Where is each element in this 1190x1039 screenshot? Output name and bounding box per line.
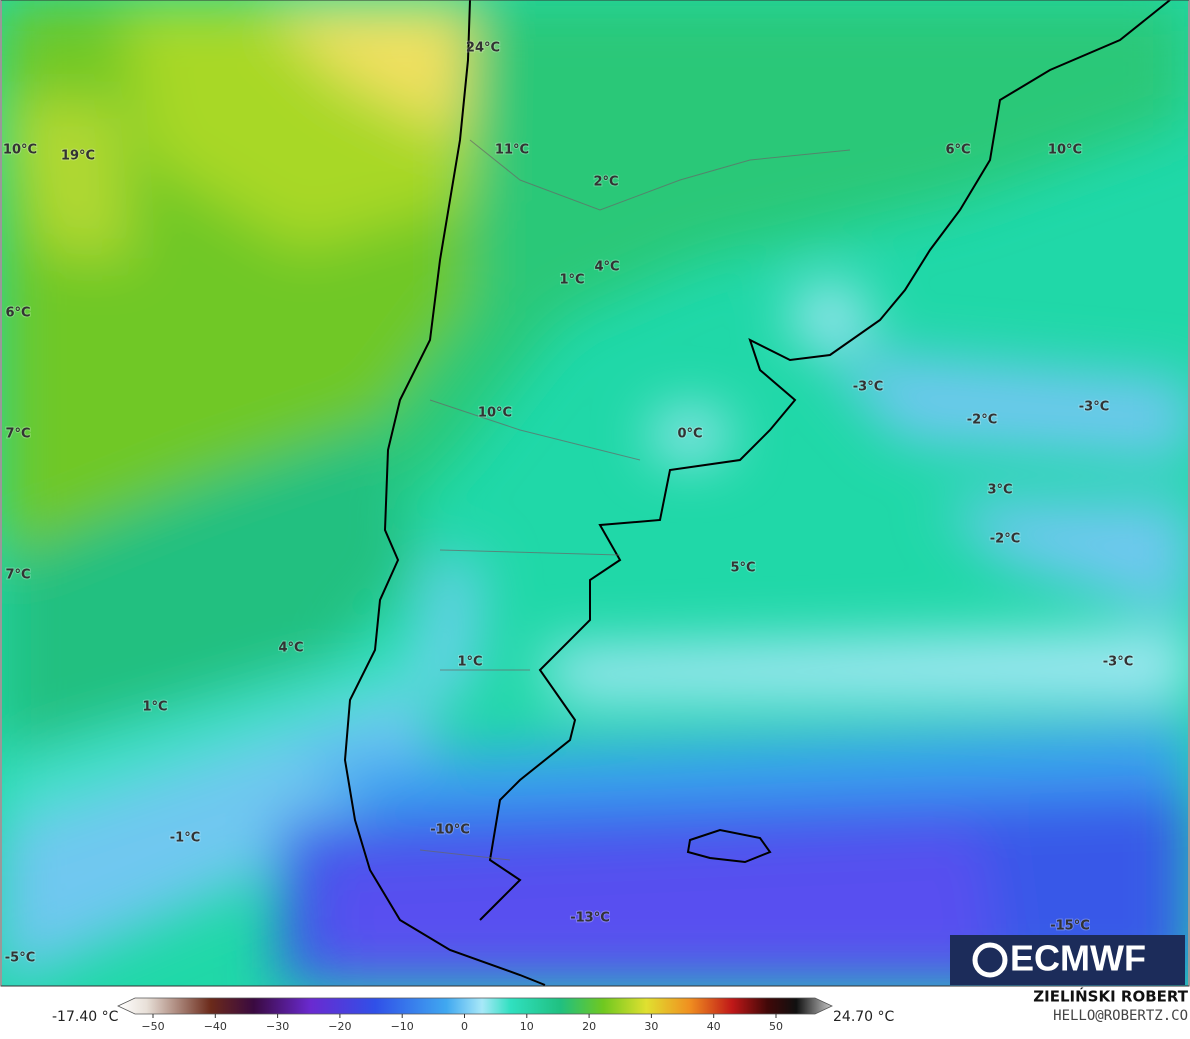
logo-text: ECMWF — [1010, 938, 1146, 979]
temperature-label: -3°C — [1103, 655, 1133, 670]
colorbar-min: -17.40 °C — [52, 1009, 119, 1025]
logo-icon — [972, 942, 1008, 978]
temperature-label: 7°C — [5, 427, 30, 442]
temperature-label: 1°C — [457, 655, 482, 670]
temperature-label: 1°C — [142, 700, 167, 715]
colorbar-tick-label: 0 — [461, 1020, 468, 1033]
borders — [419, 139, 851, 861]
temperature-label: 10°C — [3, 143, 37, 158]
temperature-label: 10°C — [1048, 143, 1082, 158]
colorbar-tick-label: 30 — [644, 1020, 658, 1033]
temperature-labels: 24°C 10°C 19°C 11°C 6°C 10°C 2°C 1°C 4°C 6°C -3°C -… — [2, 40, 1134, 967]
temperature-label: 4°C — [594, 260, 619, 275]
temperature-label: 7°C — [5, 568, 30, 583]
temperature-label: -1°C — [170, 831, 200, 846]
credit-email: HELLO@ROBERTZ.CO — [1053, 1008, 1188, 1024]
temperature-label: -13°C — [570, 911, 610, 926]
temperature-label: 4°C — [278, 641, 303, 656]
colorbar-tick-label: −30 — [266, 1020, 289, 1033]
temperature-label: 0°C — [677, 427, 702, 442]
colorbar-max: 24.70 °C — [833, 1009, 895, 1025]
colorbar-tick-label: 40 — [707, 1020, 721, 1033]
temperature-label: 6°C — [5, 306, 30, 321]
temperature-label: -5°C — [5, 951, 35, 966]
temperature-label: 24°C — [466, 41, 500, 56]
colorbar-tick-label: −10 — [391, 1020, 414, 1033]
temperature-label: 11°C — [495, 143, 529, 158]
colorbar-tick-label: 20 — [582, 1020, 596, 1033]
temperature-label: 1°C — [559, 273, 584, 288]
colorbar-tick-label: 10 — [520, 1020, 534, 1033]
colorbar-tick-label: −50 — [141, 1020, 164, 1033]
temperature-label: -15°C — [1050, 919, 1090, 934]
temperature-field — [2, 0, 1188, 986]
colorbar-tick-label: −40 — [204, 1020, 227, 1033]
temperature-label: -3°C — [853, 380, 883, 395]
temperature-label: 19°C — [61, 149, 95, 164]
temperature-label: 2°C — [593, 175, 618, 190]
falkland-islands — [686, 828, 772, 864]
temperature-label: -2°C — [967, 413, 997, 428]
colorbar-ticks: −50 −40 −30 −20 −10 0 10 20 30 40 50 — [141, 1014, 783, 1033]
colorbar-tick-label: 50 — [769, 1020, 783, 1033]
temperature-label: 6°C — [945, 143, 970, 158]
east-coastline — [479, 0, 1171, 921]
temperature-label: 5°C — [730, 561, 755, 576]
temperature-label: 10°C — [478, 406, 512, 421]
west-coastline — [343, 0, 546, 986]
map-frame — [0, 0, 1190, 987]
temperature-label: 3°C — [987, 483, 1012, 498]
temperature-label: -3°C — [1079, 400, 1109, 415]
credit-name: ZIELIŃSKI ROBERT — [1033, 987, 1188, 1006]
temperature-label: -2°C — [990, 532, 1020, 547]
colorbar — [117, 997, 833, 1015]
colorbar-tick-label: −20 — [328, 1020, 351, 1033]
temperature-label: -10°C — [430, 823, 470, 838]
